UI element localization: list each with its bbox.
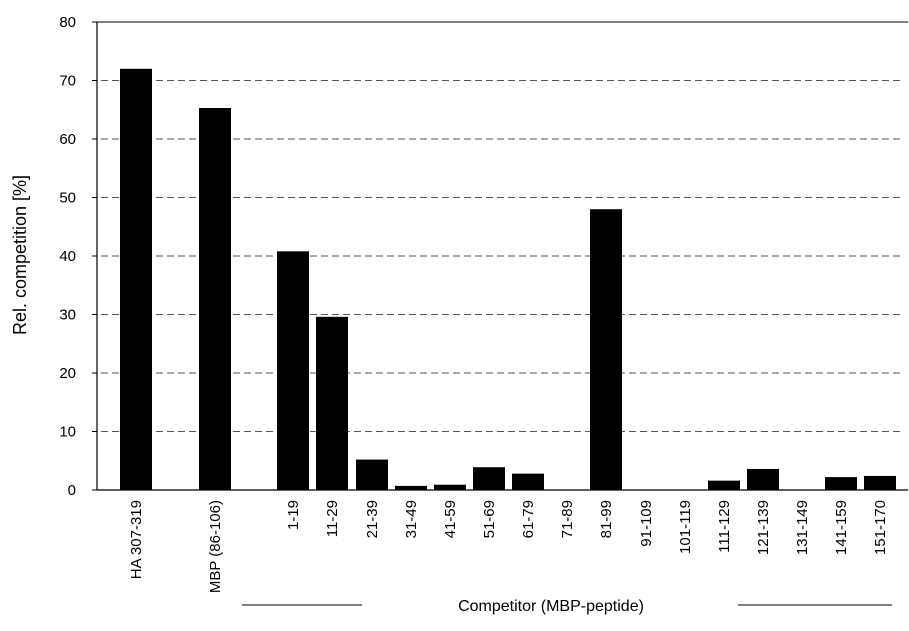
bar bbox=[825, 477, 857, 490]
x-tick-label: HA 307-319 bbox=[128, 500, 145, 579]
x-tick-label: 11-29 bbox=[324, 500, 341, 537]
x-tick-label: 111-129 bbox=[716, 500, 733, 553]
bar bbox=[473, 467, 505, 490]
bar bbox=[864, 475, 896, 490]
bar bbox=[199, 107, 231, 491]
x-tick-label: 1-19 bbox=[285, 500, 302, 530]
y-tick-label: 40 bbox=[59, 248, 76, 265]
bar bbox=[395, 485, 427, 490]
bar bbox=[356, 459, 388, 490]
gridlines bbox=[101, 80, 902, 432]
x-tick-labels: HA 307-319 MBP (86-106) 1-19 11-29 21-39 31-4… bbox=[128, 500, 889, 593]
x-tick-label: 131-149 bbox=[794, 500, 811, 555]
y-tick-label: 50 bbox=[59, 190, 76, 207]
x-tick-label: 21-39 bbox=[364, 500, 381, 538]
y-tick-label: 80 bbox=[59, 14, 76, 31]
x-tick-label: MBP (86-106) bbox=[207, 500, 224, 593]
x-tick-label: 101-119 bbox=[677, 500, 694, 554]
bar bbox=[590, 209, 622, 490]
x-tick-label: 71-89 bbox=[559, 500, 576, 538]
x-tick-label: 81-99 bbox=[598, 500, 615, 538]
group-label: Competitor (MBP-peptide) bbox=[458, 598, 644, 615]
y-tick-label: 60 bbox=[59, 131, 76, 148]
x-tick-label: 121-139 bbox=[755, 500, 772, 555]
y-tick-label: 20 bbox=[59, 365, 76, 382]
y-tick-label: 10 bbox=[59, 424, 76, 441]
y-axis-title: Rel. competition [%] bbox=[10, 175, 30, 335]
x-tick-label: 41-59 bbox=[442, 500, 459, 538]
bar bbox=[120, 68, 152, 491]
y-tick-label: 30 bbox=[59, 307, 76, 324]
y-tick-label: 0 bbox=[68, 482, 76, 499]
x-tick-label: 31-49 bbox=[403, 500, 420, 538]
x-tick-label: 91-109 bbox=[638, 500, 655, 547]
bar bbox=[316, 316, 348, 490]
x-tick-label: 51-69 bbox=[481, 500, 498, 538]
y-tick-label: 70 bbox=[59, 73, 76, 90]
x-tick-label: 141-159 bbox=[833, 500, 850, 555]
bar bbox=[708, 480, 740, 490]
bar bbox=[277, 251, 309, 490]
bar bbox=[512, 473, 544, 490]
bar bbox=[434, 484, 466, 490]
y-tick-labels: 0 10 20 30 40 50 60 70 80 bbox=[59, 14, 97, 499]
x-tick-label: 61-79 bbox=[520, 500, 537, 538]
bar bbox=[747, 468, 779, 490]
x-tick-label: 151-170 bbox=[872, 500, 889, 555]
bars bbox=[120, 68, 896, 491]
